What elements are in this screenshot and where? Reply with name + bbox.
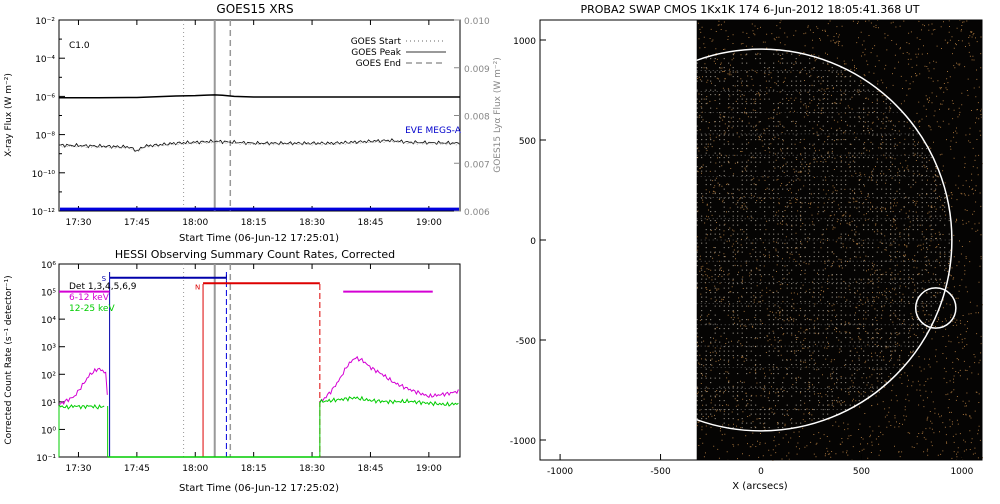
hessi-series-line xyxy=(58,367,108,406)
goes-y2-tick-label: 0.008 xyxy=(464,113,490,123)
highlight-circle xyxy=(914,287,957,329)
goes-legend-label: GOES End xyxy=(356,59,401,69)
swap-y-tick-label: 500 xyxy=(519,137,536,147)
hessi-x-tick-label: 19:00 xyxy=(416,464,442,474)
goes-x-tick-label: 18:00 xyxy=(182,218,208,228)
swap-x-tick-label: 1000 xyxy=(950,467,973,477)
hessi-x-tick-label: 17:45 xyxy=(124,464,150,474)
goes-y2-tick-label: 0.010 xyxy=(464,17,490,27)
swap-x-tick-label: 500 xyxy=(853,467,870,477)
goes-x-tick-label: 17:30 xyxy=(65,218,91,228)
hessi-series-line xyxy=(319,395,459,407)
goes-data xyxy=(58,20,461,211)
goes-legend-label: GOES Peak xyxy=(351,48,401,58)
goes-title: GOES15 XRS xyxy=(216,2,293,16)
solar-limb-circle xyxy=(696,48,953,432)
swap-x-tick-label: -1000 xyxy=(547,467,573,477)
goes-x-tick-label: 18:45 xyxy=(357,218,383,228)
hessi-y-tick-label: 10⁰ xyxy=(41,426,56,436)
swap-image xyxy=(696,20,983,461)
hessi-x-tick-label: 18:00 xyxy=(182,464,208,474)
goes-y2-tick-label: 0.007 xyxy=(464,160,490,170)
swap-y-tick-label: -500 xyxy=(516,337,537,347)
swap-y-tick-label: -1000 xyxy=(510,437,536,447)
swap-panel: PROBA2 SWAP CMOS 1Kx1K 174 6-Jun-2012 18… xyxy=(510,3,983,492)
goes-short-channel-line xyxy=(58,138,461,152)
hessi-y-tick-label: 10³ xyxy=(41,344,56,354)
swap-image-background xyxy=(696,20,982,460)
goes-x-tick-label: 19:00 xyxy=(416,218,442,228)
hessi-legend-label: Det 1,3,4,5,6,9 xyxy=(69,282,137,292)
hessi-y-tick-label: 10⁻¹ xyxy=(36,454,56,464)
hessi-plot-frame xyxy=(58,263,461,458)
goes-class-annotation: C1.0 xyxy=(69,41,90,51)
swap-title: PROBA2 SWAP CMOS 1Kx1K 174 6-Jun-2012 18… xyxy=(580,3,919,16)
goes-long-channel-line xyxy=(59,94,460,99)
goes-x-tick-label: 18:15 xyxy=(241,218,267,228)
goes-axes: 17:30 17:45 18:00 18:15 18:30 18:45 19:00 10⁻² 1… xyxy=(32,17,490,228)
swap-axes: -1000 -500 0 500 1000 1000 500 0 -500 -1000 xyxy=(510,37,974,477)
hessi-ylabel: Corrected Count Rate (s⁻¹ detector⁻¹) xyxy=(4,275,14,444)
goes-y-tick-label: 10⁻⁶ xyxy=(35,93,55,103)
eve-megs-a-label: EVE MEGS-A xyxy=(405,126,462,136)
goes-x-tick-label: 18:30 xyxy=(299,218,325,228)
goes-ylabel-right: GOES15 Lyα Flux (W m⁻²) xyxy=(493,57,503,173)
goes-y-tick-label: 10⁻⁴ xyxy=(35,55,55,65)
attenuator-flag-label: S xyxy=(102,275,107,283)
hessi-y-tick-label: 10¹ xyxy=(41,399,56,409)
goes-xlabel: Start Time (06-Jun-12 17:25:01) xyxy=(179,233,339,244)
hessi-y-tick-label: 10² xyxy=(41,371,56,381)
hessi-legend-label: 12-25 keV xyxy=(69,304,115,314)
goes-ylabel: X-ray Flux (W m⁻²) xyxy=(4,73,14,157)
swap-xlabel: X (arcsecs) xyxy=(732,481,788,492)
goes-y-tick-label: 10⁻¹⁰ xyxy=(32,170,56,180)
goes-y-tick-label: 10⁻¹² xyxy=(32,208,56,218)
hessi-legend-label: 6-12 keV xyxy=(69,293,110,303)
hessi-xlabel: Start Time (06-Jun-12 17:25:02) xyxy=(179,483,339,494)
hessi-series-line xyxy=(319,355,459,403)
hessi-data: SN xyxy=(58,264,459,458)
swap-x-tick-label: 0 xyxy=(758,467,764,477)
hessi-y-tick-label: 10⁴ xyxy=(41,316,56,326)
goes-x-tick-label: 17:45 xyxy=(124,218,150,228)
lyman-alpha-line xyxy=(58,140,461,153)
goes-panel: GOES15 XRS 17:30 17:45 18:00 18:15 18:30 18:4… xyxy=(4,2,503,244)
hessi-y-tick-label: 10⁵ xyxy=(41,289,56,299)
goes-y2-tick-label: 0.009 xyxy=(464,65,490,75)
goes-y2-tick-label: 0.006 xyxy=(464,208,490,218)
hessi-x-tick-label: 18:30 xyxy=(299,464,325,474)
hessi-x-tick-label: 18:45 xyxy=(357,464,383,474)
hessi-panel: HESSI Observing Summary Count Rates, Cor… xyxy=(4,248,461,494)
swap-y-tick-label: 0 xyxy=(530,237,536,247)
hessi-axes: 17:30 17:45 18:00 18:15 18:30 18:45 19:00 10⁻¹ 1… xyxy=(36,261,442,474)
swap-x-tick-label: -500 xyxy=(650,467,671,477)
saa-flag-label: N xyxy=(195,283,200,291)
hessi-title: HESSI Observing Summary Count Rates, Cor… xyxy=(115,248,395,261)
hessi-series-line xyxy=(58,403,105,410)
goes-y-tick-label: 10⁻⁸ xyxy=(35,132,55,142)
goes-y-tick-label: 10⁻² xyxy=(35,17,55,27)
hessi-y-tick-label: 10⁶ xyxy=(41,261,56,271)
hessi-x-tick-label: 17:30 xyxy=(65,464,91,474)
hessi-x-tick-label: 18:15 xyxy=(241,464,267,474)
swap-y-tick-label: 1000 xyxy=(513,37,536,47)
goes-legend-label: GOES Start xyxy=(351,37,402,47)
